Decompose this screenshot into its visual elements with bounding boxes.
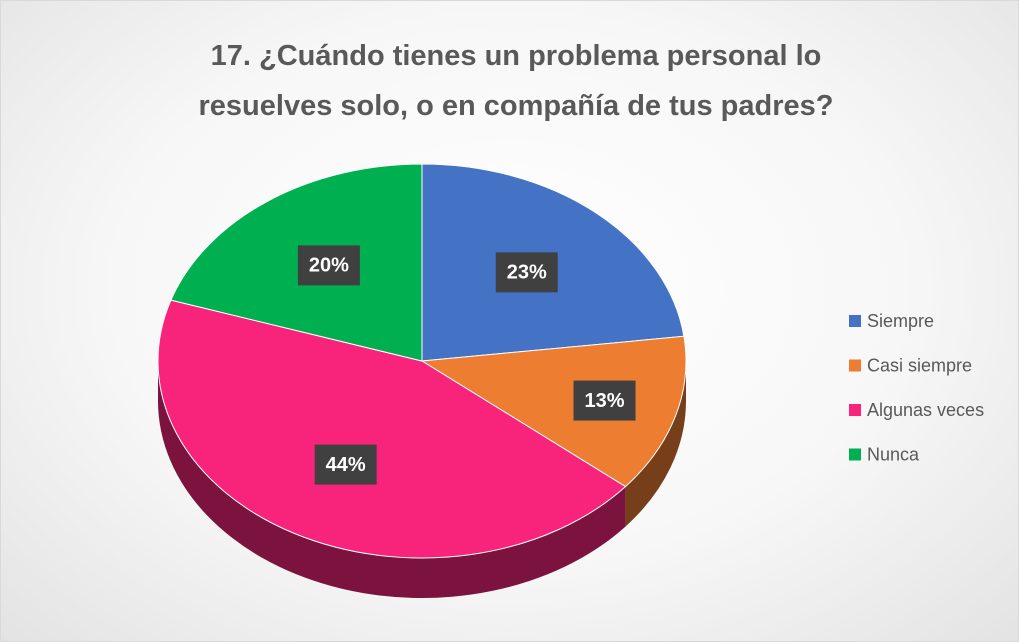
legend-swatch [849, 404, 861, 416]
legend-swatch [849, 359, 861, 372]
legend-swatch [849, 448, 861, 461]
legend-label: Siempre [867, 311, 934, 331]
data-label: 44% [326, 454, 366, 476]
data-label-box [495, 252, 558, 293]
data-label: 23% [507, 262, 547, 284]
legend-label: Algunas veces [867, 400, 984, 420]
legend-label: Nunca [867, 444, 920, 464]
legend-swatch [849, 315, 861, 327]
data-label-box [573, 380, 636, 421]
chart-title: 17. ¿Cuándo tienes un problema personal … [198, 40, 834, 122]
data-label-box [297, 245, 360, 286]
slice [157, 299, 627, 559]
slice [420, 335, 687, 488]
legend-label: Casi siempre [867, 355, 972, 375]
data-label: 13% [585, 390, 625, 412]
slice [170, 163, 423, 362]
slice-side [625, 361, 686, 527]
slice-side [158, 361, 626, 598]
data-label: 20% [309, 255, 349, 277]
data-label-box [314, 444, 377, 485]
